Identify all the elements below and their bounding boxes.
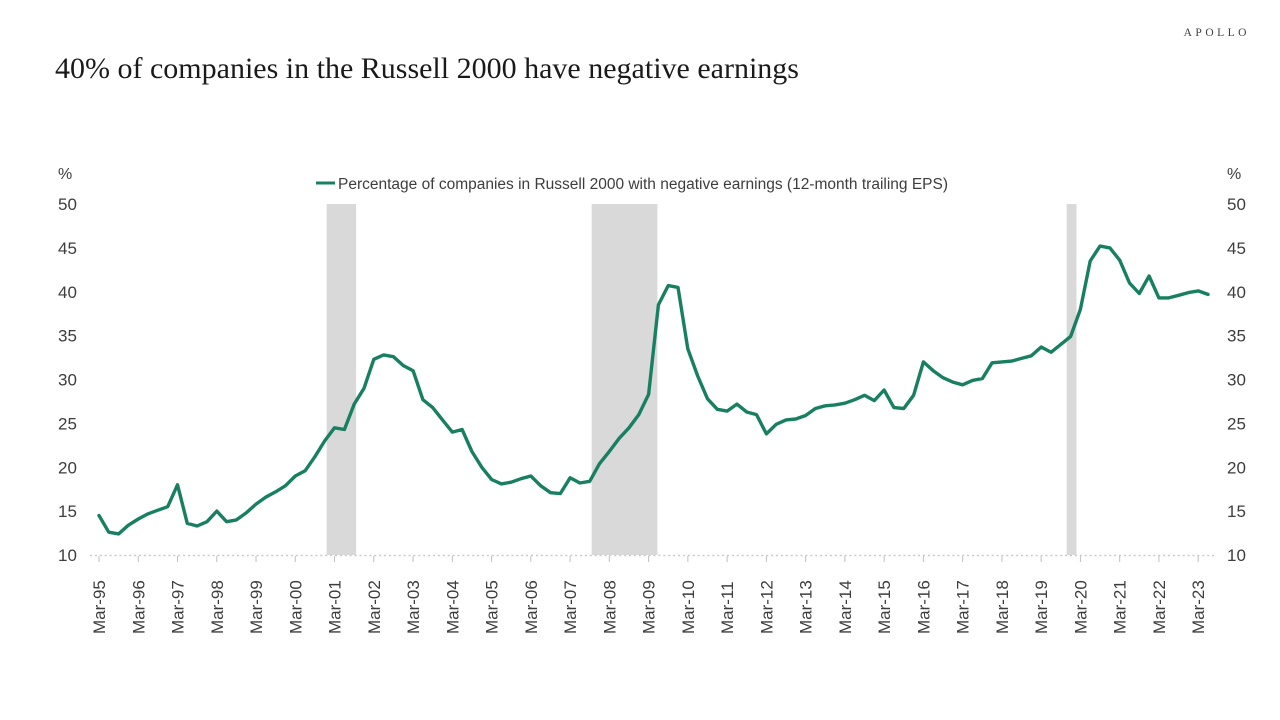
x-tick-label: Mar-23: [1189, 580, 1208, 634]
x-tick-label: Mar-05: [483, 580, 502, 634]
x-tick-label: Mar-14: [836, 580, 855, 634]
y-tick-label-right: 45: [1227, 239, 1246, 258]
y-tick-label-right: 20: [1227, 458, 1246, 477]
legend: Percentage of companies in Russell 2000 …: [316, 176, 948, 193]
y-tick-label-left: 10: [58, 546, 77, 565]
recession-bands: [326, 204, 1077, 555]
y-tick-label-left: 40: [58, 283, 77, 302]
x-tick-label: Mar-08: [600, 580, 619, 634]
y-tick-label-left: 50: [58, 195, 77, 214]
x-tick-label: Mar-95: [90, 580, 109, 634]
recession-band: [591, 204, 658, 555]
x-tick-label: Mar-99: [247, 580, 266, 634]
x-tick-label: Mar-20: [1071, 580, 1090, 634]
apollo-logo: APOLLO: [1183, 27, 1250, 39]
y-tick-label-left: 25: [58, 414, 77, 433]
y-tick-label-right: 35: [1227, 327, 1246, 346]
y-tick-label-left: 20: [58, 458, 77, 477]
x-tick-label: Mar-15: [875, 580, 894, 634]
y-axis-unit-right: %: [1227, 166, 1241, 183]
y-tick-label-right: 30: [1227, 371, 1246, 390]
x-tick-label: Mar-96: [129, 580, 148, 634]
x-tick-label: Mar-00: [286, 580, 305, 634]
y-tick-label-right: 10: [1227, 546, 1246, 565]
y-axis-labels: 10 10 15 15 20 20 25 25 30 30 35 35 40 40 45 45 50 50%%: [58, 166, 1246, 565]
y-axis-unit-left: %: [58, 166, 72, 183]
y-tick-label-left: 35: [58, 327, 77, 346]
x-tick-label: Mar-09: [640, 580, 659, 634]
y-tick-label-right: 40: [1227, 283, 1246, 302]
recession-band: [1066, 204, 1077, 555]
x-tick-label: Mar-18: [993, 580, 1012, 634]
x-tick-label: Mar-07: [561, 580, 580, 634]
page-title: 40% of companies in the Russell 2000 hav…: [55, 52, 799, 85]
legend-label: Percentage of companies in Russell 2000 …: [338, 176, 948, 193]
x-tick-label: Mar-22: [1150, 580, 1169, 634]
x-tick-label: Mar-01: [326, 580, 345, 634]
y-tick-label-right: 15: [1227, 502, 1246, 521]
x-tick-label: Mar-19: [1032, 580, 1051, 634]
x-tick-label: Mar-13: [797, 580, 816, 634]
y-tick-label-right: 50: [1227, 195, 1246, 214]
x-tick-label: Mar-16: [914, 580, 933, 634]
y-tick-label-left: 45: [58, 239, 77, 258]
x-tick-label: Mar-98: [208, 580, 227, 634]
x-tick-label: Mar-21: [1111, 580, 1130, 634]
x-tick-label: Mar-03: [404, 580, 423, 634]
recession-band: [326, 204, 357, 555]
y-tick-label-left: 30: [58, 371, 77, 390]
y-tick-label-right: 25: [1227, 414, 1246, 433]
x-tick-label: Mar-97: [169, 580, 188, 634]
x-axis-labels: Mar-95 Mar-96 Mar-97 Mar-98 Mar-99 Mar-00 Mar-…: [90, 556, 1208, 634]
x-tick-label: Mar-04: [443, 580, 462, 634]
x-tick-label: Mar-02: [365, 580, 384, 634]
x-tick-label: Mar-17: [954, 580, 973, 634]
x-tick-label: Mar-12: [757, 580, 776, 634]
x-tick-label: Mar-11: [718, 581, 737, 634]
y-tick-label-left: 15: [58, 502, 77, 521]
series-line: [97, 244, 1210, 536]
x-tick-label: Mar-06: [522, 580, 541, 634]
x-tick-label: Mar-10: [679, 580, 698, 634]
